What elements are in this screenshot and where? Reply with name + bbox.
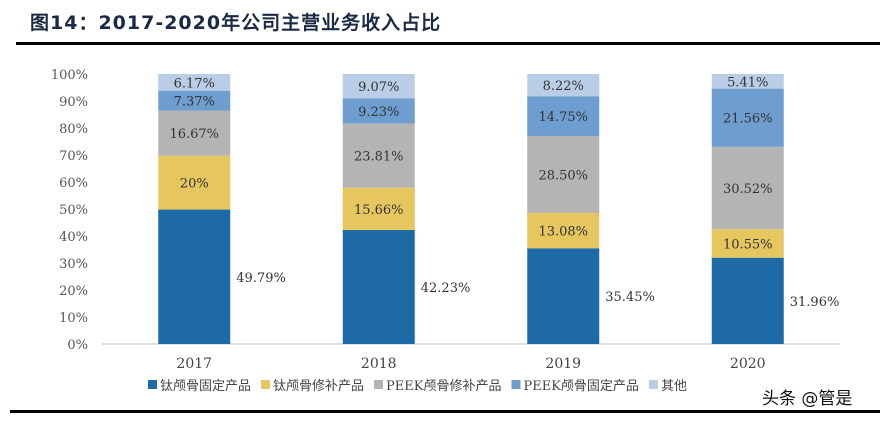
data-label: 10.55% <box>723 237 773 252</box>
data-label: 15.66% <box>354 203 404 218</box>
legend-label: PEEK颅骨修补产品 <box>386 379 501 394</box>
data-label: 7.37% <box>174 95 215 110</box>
data-label: 23.81% <box>354 150 404 165</box>
data-label: 42.23% <box>421 281 471 296</box>
bar-segment <box>158 155 231 210</box>
bar-segment <box>527 248 600 344</box>
bar-segment <box>158 209 231 344</box>
y-tick-label: 0% <box>67 338 88 353</box>
data-label: 13.08% <box>538 225 588 240</box>
y-tick-label: 60% <box>59 176 88 191</box>
figure-title: 图14：2017-2020年公司主营业务收入占比 <box>30 12 442 34</box>
legend-label: PEEK颅骨固定产品 <box>523 379 638 394</box>
bar-segment <box>711 257 784 344</box>
data-label: 9.23% <box>358 105 399 120</box>
bar-segment <box>527 74 600 97</box>
legend-swatch <box>374 380 384 389</box>
y-tick-label: 30% <box>59 257 88 272</box>
x-tick-label: 2020 <box>730 356 766 372</box>
y-tick-label: 80% <box>59 122 88 137</box>
data-label: 9.07% <box>358 80 399 95</box>
bar-segment <box>158 74 231 91</box>
legend-label: 钛颅骨修补产品 <box>273 379 364 394</box>
bar-segment <box>342 123 415 188</box>
data-label: 8.22% <box>543 79 584 94</box>
y-tick-label: 40% <box>59 230 88 245</box>
y-tick-label: 90% <box>59 95 88 110</box>
bar-segment <box>342 98 415 124</box>
y-tick-label: 20% <box>59 284 88 299</box>
bar-segment <box>711 146 784 230</box>
data-label: 5.41% <box>727 75 768 90</box>
data-label: 28.50% <box>538 168 588 183</box>
bar-segment <box>527 136 600 213</box>
x-tick-label: 2018 <box>361 356 397 372</box>
legend-swatch <box>648 380 658 389</box>
bar-segment <box>158 110 231 156</box>
bottom-rule <box>10 410 880 413</box>
y-tick-label: 70% <box>59 149 88 164</box>
bar-segment <box>711 229 784 258</box>
watermark: 头条 @管是 <box>760 384 855 409</box>
bar-segment <box>711 88 784 147</box>
y-tick-label: 100% <box>51 68 88 83</box>
y-tick-label: 10% <box>59 311 88 326</box>
bar-segment <box>711 74 784 89</box>
data-label: 21.56% <box>723 112 773 127</box>
bar-segment <box>527 96 600 137</box>
data-label: 35.45% <box>605 290 655 305</box>
legend-swatch <box>511 380 521 389</box>
title-rule <box>16 42 880 45</box>
data-label: 14.75% <box>538 110 588 125</box>
bar-segment <box>158 90 231 111</box>
bar-segment <box>342 74 415 99</box>
bar-segment <box>527 212 600 249</box>
legend-swatch <box>261 380 271 389</box>
data-label: 30.52% <box>723 182 773 197</box>
data-label: 6.17% <box>174 76 215 91</box>
data-label: 16.67% <box>169 127 219 142</box>
x-tick-label: 2019 <box>545 356 581 372</box>
bar-segment <box>342 187 415 230</box>
y-tick-label: 50% <box>59 203 88 218</box>
legend-label: 钛颅骨固定产品 <box>160 379 251 394</box>
legend-swatch <box>148 380 157 389</box>
data-label: 49.79% <box>236 271 286 286</box>
data-label: 20% <box>180 177 209 192</box>
data-label: 31.96% <box>790 295 840 310</box>
bar-segment <box>342 229 415 344</box>
x-tick-label: 2017 <box>176 356 212 372</box>
legend-label: 其他 <box>661 379 687 394</box>
